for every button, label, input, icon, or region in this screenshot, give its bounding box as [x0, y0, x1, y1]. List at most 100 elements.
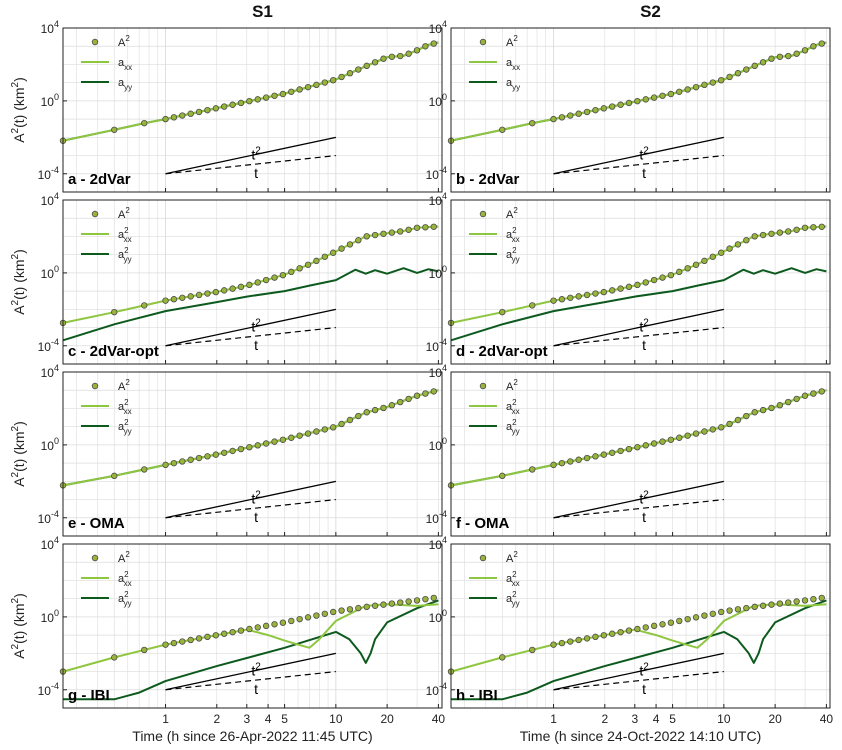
column-title: S1: [252, 2, 273, 21]
legend: A2 a2 xx a2 yy: [81, 550, 132, 608]
data-point: [676, 434, 683, 441]
series-line-ayy: [450, 267, 827, 342]
x-tick-label: 40: [820, 712, 834, 726]
legend-label-ayy2: a2 yy: [506, 246, 520, 264]
data-point: [768, 601, 775, 608]
panel-label: c - 2dVar-opt: [68, 343, 159, 360]
data-point: [229, 447, 236, 455]
data-point: [785, 228, 792, 235]
data-point: [162, 115, 169, 123]
data-point: [701, 81, 708, 89]
y-tick-label: 10-4: [38, 681, 59, 698]
data-point: [726, 420, 733, 428]
data-point: [288, 268, 295, 276]
data-point: [288, 617, 295, 625]
data-point: [751, 233, 758, 240]
data-point: [388, 600, 396, 607]
data-point: [734, 606, 742, 613]
legend-label-axx2: a2 xx: [506, 398, 520, 416]
data-point: [659, 621, 666, 628]
data-point: [793, 395, 800, 403]
data-point: [363, 233, 370, 240]
data-point: [575, 636, 582, 644]
legend-swatch-A2: [479, 382, 487, 390]
legend-swatch-A2: [479, 210, 487, 218]
data-point: [625, 445, 633, 453]
legend-label-ayy2: a2 yy: [506, 590, 520, 608]
series-markers-A2: [447, 388, 825, 489]
legend-label-A2: A2: [118, 378, 130, 393]
legend-swatch-A2: [479, 38, 487, 46]
panel-c: t2 t A2 a2 xx a2 yy c - 2dVar-opt 10-4 100 104 A2(t…: [10, 191, 443, 365]
legend: A2 axx ayy: [469, 34, 520, 92]
data-point: [170, 459, 178, 467]
data-point: [388, 53, 396, 60]
x-tick-label: 5: [669, 712, 676, 726]
series-markers-A2: [59, 594, 437, 675]
data-point: [642, 279, 649, 286]
data-point: [313, 257, 320, 265]
data-point: [625, 99, 633, 107]
reference-label-t: t: [254, 165, 258, 181]
data-point: [609, 630, 616, 637]
data-point: [111, 654, 118, 661]
y-axis-title: A2(t) (km2): [10, 421, 27, 487]
panel-label: g - IBI: [68, 687, 110, 704]
data-point: [111, 472, 118, 480]
data-point: [634, 97, 641, 105]
panel-label: e - OMA: [68, 515, 125, 532]
data-point: [583, 635, 591, 642]
legend: A2 a2 xx a2 yy: [81, 378, 132, 436]
data-point: [575, 456, 582, 463]
data-point: [650, 94, 658, 101]
data-point: [321, 79, 329, 86]
data-point: [734, 70, 742, 77]
data-point: [195, 291, 203, 299]
data-point: [818, 40, 825, 47]
y-tick-label: 104: [41, 535, 59, 552]
reference-label-t2: t2: [251, 489, 261, 506]
legend: A2 a2 xx a2 yy: [469, 378, 520, 436]
data-point: [237, 99, 245, 107]
reference-label-t2: t2: [251, 317, 261, 334]
legend: A2 a2 xx a2 yy: [81, 206, 132, 264]
data-point: [617, 101, 624, 108]
data-point: [529, 466, 536, 473]
data-point: [237, 283, 245, 291]
data-point: [430, 594, 437, 602]
y-axis-title: A2(t) (km2): [10, 593, 27, 659]
data-point: [550, 115, 557, 123]
y-axis-title: A2(t) (km2): [10, 249, 27, 315]
legend-label-A2: A2: [118, 34, 130, 49]
data-point: [709, 253, 717, 260]
data-point: [617, 447, 624, 455]
plot-area: [63, 28, 442, 192]
y-axis-title: A2(t) (km2): [10, 77, 27, 143]
data-point: [262, 622, 270, 630]
data-point: [329, 424, 337, 431]
data-point: [499, 126, 506, 133]
data-point: [187, 110, 194, 117]
data-point: [818, 594, 825, 602]
data-point: [279, 271, 287, 279]
data-point: [187, 456, 194, 463]
plot-area: [451, 544, 830, 708]
legend-label-A2: A2: [118, 206, 130, 221]
reference-label-t: t: [254, 681, 258, 697]
data-point: [759, 231, 767, 239]
legend-label-A2: A2: [506, 378, 518, 393]
series-markers-A2: [59, 388, 437, 489]
plot-area: [451, 28, 830, 192]
data-point: [397, 398, 404, 406]
data-point: [195, 635, 203, 642]
data-point: [667, 90, 675, 98]
reference-line-t: [553, 498, 724, 519]
x-tick-label: 10: [329, 712, 343, 726]
data-point: [422, 390, 429, 397]
data-point: [592, 633, 599, 641]
data-point: [422, 595, 429, 603]
data-point: [170, 639, 178, 647]
data-point: [246, 97, 253, 105]
series-line-ayy: [62, 267, 439, 342]
